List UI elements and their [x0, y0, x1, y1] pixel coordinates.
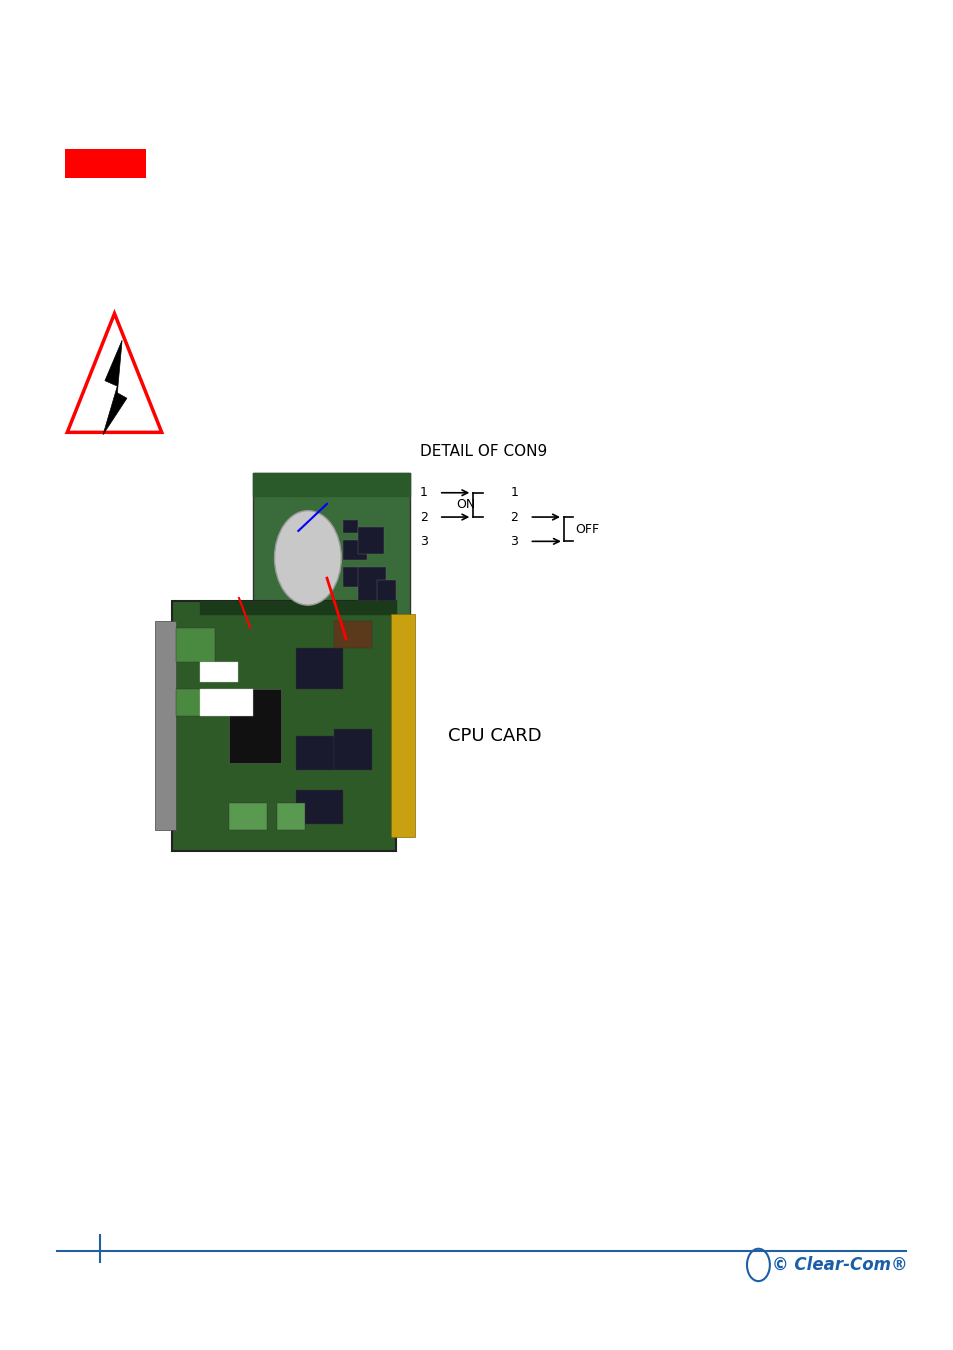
FancyBboxPatch shape	[295, 790, 343, 824]
FancyBboxPatch shape	[334, 621, 372, 648]
Polygon shape	[67, 313, 161, 432]
Polygon shape	[103, 340, 127, 435]
FancyBboxPatch shape	[253, 472, 410, 628]
FancyBboxPatch shape	[376, 580, 395, 601]
FancyBboxPatch shape	[200, 662, 238, 682]
Text: 3: 3	[419, 535, 427, 548]
Circle shape	[274, 510, 341, 605]
Text: OFF: OFF	[575, 522, 598, 536]
FancyBboxPatch shape	[176, 688, 205, 716]
FancyBboxPatch shape	[276, 803, 305, 830]
Text: ON: ON	[456, 498, 475, 512]
FancyBboxPatch shape	[334, 729, 372, 769]
Text: 2: 2	[510, 510, 517, 524]
Text: 2: 2	[419, 510, 427, 524]
FancyBboxPatch shape	[295, 648, 343, 688]
FancyBboxPatch shape	[357, 526, 384, 554]
FancyBboxPatch shape	[229, 803, 267, 830]
Text: DETAIL OF CON9: DETAIL OF CON9	[419, 444, 546, 459]
FancyBboxPatch shape	[343, 567, 367, 587]
FancyBboxPatch shape	[229, 688, 281, 763]
FancyBboxPatch shape	[176, 628, 214, 662]
Text: 1: 1	[510, 486, 517, 500]
Text: 1: 1	[419, 486, 427, 500]
FancyBboxPatch shape	[343, 540, 367, 560]
Text: © Clear-Com®: © Clear-Com®	[771, 1256, 906, 1274]
FancyBboxPatch shape	[200, 688, 253, 716]
FancyBboxPatch shape	[343, 520, 357, 533]
FancyBboxPatch shape	[65, 148, 146, 178]
FancyBboxPatch shape	[154, 621, 175, 830]
FancyBboxPatch shape	[357, 567, 386, 601]
FancyBboxPatch shape	[172, 601, 395, 850]
FancyBboxPatch shape	[391, 614, 415, 837]
Text: 3: 3	[510, 535, 517, 548]
FancyBboxPatch shape	[295, 736, 334, 769]
Text: CPU CARD: CPU CARD	[448, 726, 541, 745]
